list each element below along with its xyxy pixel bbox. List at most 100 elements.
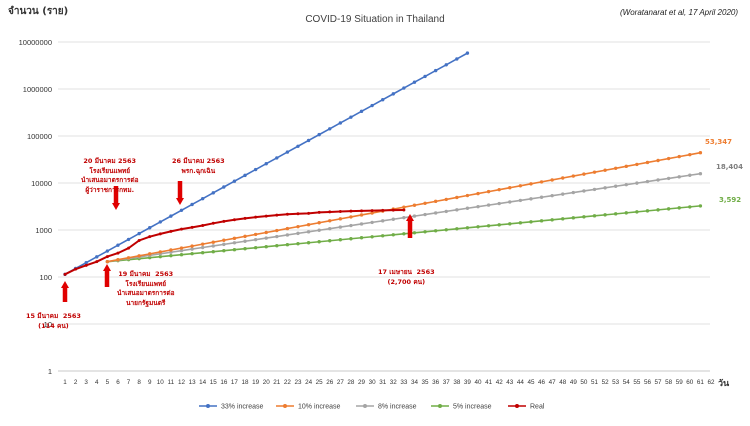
data-point	[137, 254, 141, 258]
data-point	[433, 199, 438, 204]
data-point	[243, 234, 247, 239]
data-point	[137, 238, 141, 242]
x-tick-label: 59	[676, 379, 684, 386]
data-point	[285, 226, 290, 231]
data-point	[529, 182, 533, 186]
data-point	[423, 201, 427, 205]
x-tick-label: 16	[220, 379, 228, 386]
arrow-shaft	[104, 271, 110, 287]
data-point	[391, 217, 395, 221]
legend-item-real: Real	[508, 404, 545, 411]
data-point	[486, 189, 491, 194]
x-tick-label: 9	[148, 379, 152, 386]
data-point	[455, 227, 459, 231]
x-tick-label: 62	[707, 379, 715, 386]
arrow-head	[176, 198, 184, 205]
x-tick-label: 40	[475, 379, 483, 386]
data-point	[645, 179, 650, 184]
annotation-mar20: 20 มีนาคม 2563 โรงเรียนแพทย์ นำเสนอมาตรก…	[81, 157, 139, 194]
data-point	[349, 115, 353, 119]
data-point	[550, 218, 554, 222]
x-tick-label: 44	[517, 379, 525, 386]
data-point	[148, 226, 152, 230]
data-point	[677, 206, 681, 210]
data-point	[253, 237, 258, 242]
data-point	[222, 185, 226, 189]
data-point	[317, 240, 321, 244]
data-point	[222, 242, 226, 247]
data-point	[561, 176, 565, 180]
data-point	[200, 245, 205, 250]
data-point	[381, 234, 385, 238]
arrow-head	[406, 214, 414, 221]
data-point	[529, 220, 533, 224]
data-point	[592, 214, 597, 218]
legend-item-s33: 33% increase	[199, 404, 264, 411]
data-point	[190, 251, 194, 256]
data-point	[613, 166, 618, 170]
data-point	[444, 197, 448, 202]
data-point	[253, 232, 258, 237]
data-point	[561, 192, 565, 196]
data-point	[370, 220, 374, 225]
data-point	[402, 232, 406, 236]
data-point	[200, 196, 205, 201]
data-point	[688, 173, 692, 177]
y-tick-label: 1000000	[23, 85, 52, 94]
data-point	[232, 179, 237, 183]
data-point	[338, 238, 343, 242]
data-point	[211, 191, 215, 195]
y-tick-label: 1	[48, 367, 52, 376]
y-tick-label: 10000	[31, 179, 52, 188]
data-point	[158, 220, 163, 224]
data-point	[402, 205, 406, 209]
data-point	[582, 215, 586, 219]
x-tick-label: 11	[168, 379, 175, 386]
x-tick-label: 15	[210, 379, 218, 386]
x-tick-label: 52	[602, 379, 610, 386]
data-point	[444, 209, 448, 214]
annotation-apr17: 17 เมษายน 2563 (2,700 คน)	[378, 268, 435, 286]
data-point	[74, 267, 78, 271]
data-point	[497, 223, 501, 227]
data-point	[317, 228, 321, 232]
data-point	[497, 201, 501, 206]
data-point	[211, 240, 215, 244]
x-tick-label: 50	[580, 379, 588, 386]
data-point	[391, 92, 395, 96]
data-point	[624, 164, 628, 169]
arrow-mar26	[176, 181, 184, 205]
x-tick-label: 34	[411, 379, 419, 386]
data-point	[232, 241, 237, 245]
x-tick-label: 49	[570, 379, 578, 386]
data-point	[571, 190, 576, 195]
data-point	[592, 187, 597, 192]
data-point	[666, 156, 671, 161]
data-point	[232, 248, 237, 252]
data-point	[95, 255, 99, 259]
data-point	[624, 211, 628, 215]
data-point	[370, 211, 374, 215]
data-point	[105, 259, 110, 264]
data-point	[402, 215, 406, 220]
annotation-mar26: 26 มีนาคม 2563 พรก.ฉุกเฉิน	[172, 157, 225, 175]
x-tick-label: 36	[432, 379, 440, 386]
x-tick-label: 8	[137, 379, 141, 386]
data-point	[666, 176, 671, 181]
data-point	[317, 210, 321, 214]
legend-swatch-marker	[283, 404, 287, 408]
data-point	[84, 260, 88, 265]
arrow-shaft	[407, 221, 413, 238]
arrow-mar20	[112, 186, 120, 210]
x-tick-label: 54	[623, 379, 631, 386]
x-tick-label: 23	[294, 379, 302, 386]
data-point	[158, 250, 163, 254]
series-s5	[105, 204, 703, 264]
data-point	[105, 255, 109, 259]
data-point	[190, 247, 194, 251]
data-point	[243, 247, 247, 251]
data-point	[285, 150, 290, 154]
data-point	[338, 217, 343, 221]
x-tick-label: 35	[422, 379, 430, 386]
